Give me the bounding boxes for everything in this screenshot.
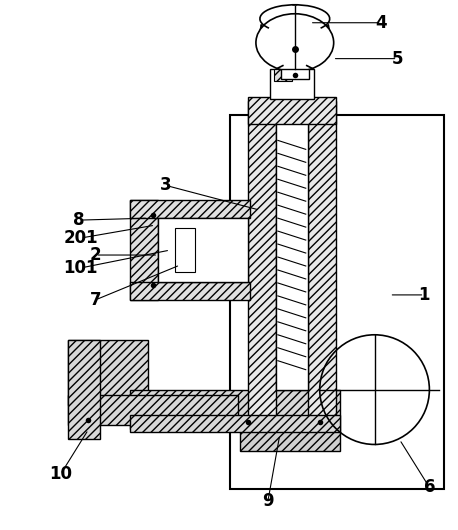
Bar [69, 340, 100, 439]
Bar [308, 101, 336, 420]
Bar [69, 340, 148, 404]
Text: 10: 10 [49, 465, 72, 483]
Text: 8: 8 [73, 211, 84, 229]
Text: 7: 7 [90, 291, 101, 309]
Text: 2: 2 [90, 246, 101, 264]
Bar [130, 200, 250, 218]
Bar [175, 228, 195, 272]
Bar [274, 68, 292, 81]
Bar [69, 395, 238, 425]
Bar [240, 429, 340, 452]
Text: 9: 9 [262, 492, 274, 510]
Bar [130, 414, 340, 432]
Text: 4: 4 [376, 14, 387, 32]
Text: 101: 101 [63, 259, 98, 277]
Bar [158, 218, 248, 282]
Bar [130, 200, 158, 300]
Bar [276, 101, 308, 390]
Bar [130, 390, 340, 429]
Bar [230, 116, 444, 489]
Text: 201: 201 [63, 229, 98, 247]
Bar [270, 68, 314, 99]
Text: 6: 6 [424, 478, 435, 496]
Bar [248, 101, 276, 420]
Bar [248, 96, 336, 125]
Bar [281, 68, 309, 78]
Text: 5: 5 [392, 50, 403, 68]
Text: 3: 3 [159, 176, 171, 194]
Text: 1: 1 [419, 286, 430, 304]
Bar [130, 282, 250, 300]
Ellipse shape [256, 14, 334, 72]
